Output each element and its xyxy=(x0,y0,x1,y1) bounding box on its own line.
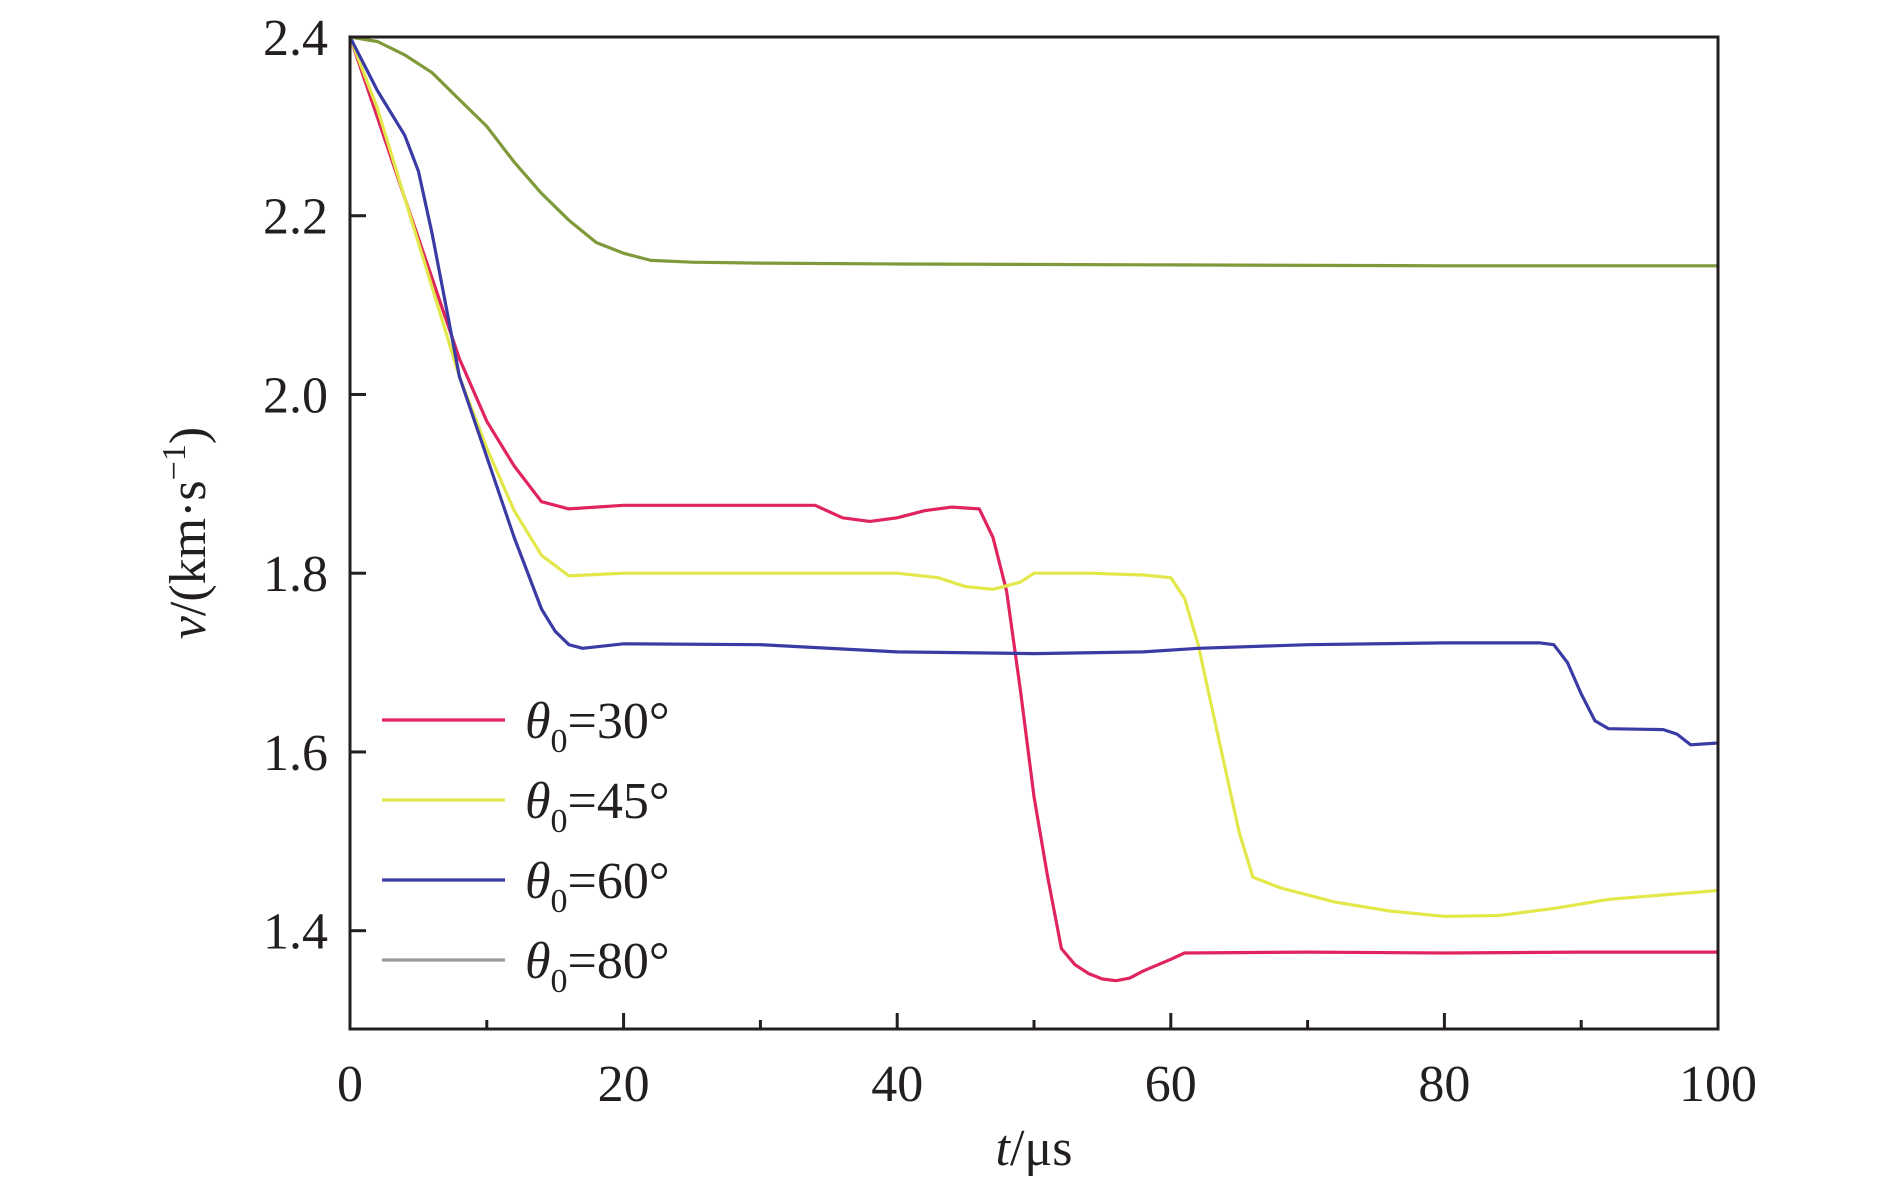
y-axis-var: v xyxy=(160,615,217,639)
series-line-1 xyxy=(348,35,1720,983)
y-tick-label: 2.0 xyxy=(263,367,328,424)
y-tick-label: 1.4 xyxy=(263,904,328,961)
x-tick-label: 100 xyxy=(1679,1056,1757,1113)
tick-layer: 0 20 40 60 80 100 1.4 1.6 1.8 2.0 2.2 2.4 xyxy=(263,10,1757,1113)
plot-frame xyxy=(348,35,1720,1031)
y-tick-label: 1.8 xyxy=(263,546,328,603)
series-line-3 xyxy=(348,35,1720,747)
y-tick-label: 2.4 xyxy=(263,10,328,67)
y-axis-unit: /(km·s xyxy=(160,480,217,616)
y-tick-label: 2.2 xyxy=(263,189,328,246)
series-layer xyxy=(348,35,1720,983)
x-tick-label: 20 xyxy=(598,1056,650,1113)
legend-label-4: θ0=80° xyxy=(525,933,670,1000)
y-axis-unit-close: ) xyxy=(160,427,217,444)
x-axis-var: t xyxy=(995,1120,1011,1177)
x-tick-label: 0 xyxy=(337,1056,363,1113)
y-tick-label: 1.6 xyxy=(263,725,328,782)
y-axis-label: v/(km·s−1) xyxy=(156,427,217,639)
x-tick-label: 40 xyxy=(871,1056,923,1113)
legend-label-3: θ0=60° xyxy=(525,853,670,920)
x-tick-label: 80 xyxy=(1418,1056,1470,1113)
legend-layer: θ0=30° θ0=45° θ0=60° θ0=80° xyxy=(382,693,670,1000)
legend-label-1: θ0=30° xyxy=(525,693,670,760)
x-axis-unit: /μs xyxy=(1010,1120,1073,1177)
series-line-4 xyxy=(348,35,1720,268)
x-tick-label: 60 xyxy=(1145,1056,1197,1113)
y-axis-unit-sup: −1 xyxy=(156,444,193,480)
x-axis-label: t/μs xyxy=(995,1120,1072,1177)
series-line-2 xyxy=(348,35,1720,918)
legend-label-2: θ0=45° xyxy=(525,773,670,840)
